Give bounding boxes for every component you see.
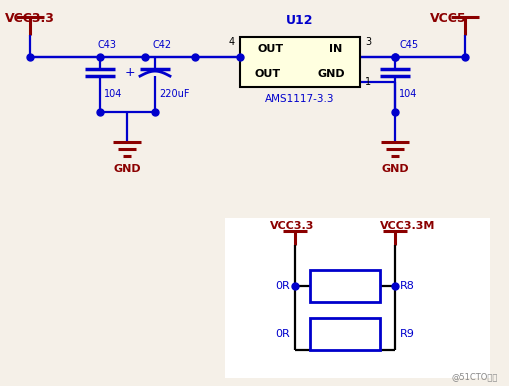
Text: R8: R8 [399,281,414,291]
Text: C45: C45 [399,40,418,50]
Bar [309,318,379,350]
Text: 0R: 0R [275,281,290,291]
Text: U12: U12 [286,14,313,27]
Text: OUT: OUT [258,44,284,54]
Text: 220uF: 220uF [159,89,189,99]
Text: 104: 104 [104,89,122,99]
Text: GND: GND [113,164,140,174]
Text: +: + [124,66,135,79]
Text: GND: GND [380,164,408,174]
Bar [240,37,359,87]
Bar [309,270,379,302]
Text: IN: IN [328,44,342,54]
Text: R9: R9 [399,329,414,339]
Text: 3: 3 [364,37,371,47]
Text: VCC5: VCC5 [429,12,466,25]
Text: 1: 1 [364,77,371,87]
Text: VCC3.3: VCC3.3 [5,12,55,25]
Text: 4: 4 [229,37,235,47]
Text: OUT: OUT [254,69,280,79]
Text: @51CTO博客: @51CTO博客 [451,372,497,381]
Bar [224,218,489,378]
Text: VCC3.3M: VCC3.3M [379,221,435,231]
Text: VCC3.3: VCC3.3 [269,221,314,231]
Text: 0R: 0R [275,329,290,339]
Text: AMS1117-3.3: AMS1117-3.3 [265,94,334,104]
Text: GND: GND [317,69,344,79]
Text: C42: C42 [153,40,172,50]
Text: 104: 104 [398,89,416,99]
Text: C43: C43 [98,40,117,50]
